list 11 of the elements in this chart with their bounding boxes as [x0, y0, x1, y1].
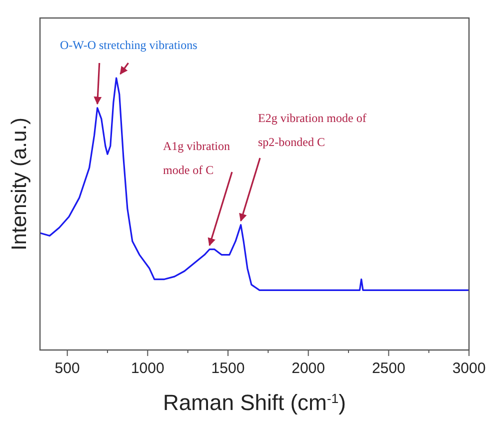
x-tick-label: 3000 [452, 360, 486, 377]
text: O-W-O stretching vibrations [60, 38, 198, 52]
x-tick-label: 1000 [130, 360, 164, 377]
x-tick-label: 2500 [372, 360, 406, 377]
annotation: E2g vibration mode of sp2-bonded C [258, 111, 366, 149]
x-tick-label: 500 [54, 360, 80, 377]
y-axis-title: Intensity (a.u.) [8, 117, 31, 251]
x-tick-label: 2000 [292, 360, 326, 377]
annotation: A1g vibration mode of C [163, 139, 230, 177]
x-axis-title: Raman Shift (cm$^{-1}$) [163, 390, 346, 415]
x-tick-label: 1500 [211, 360, 245, 377]
